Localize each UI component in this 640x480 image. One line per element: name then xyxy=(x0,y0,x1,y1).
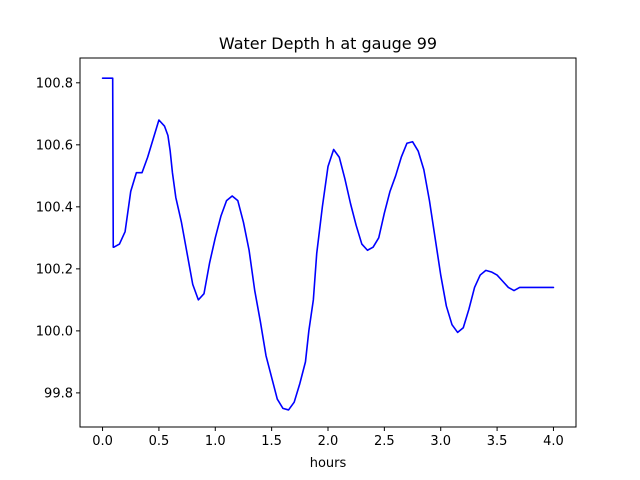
chart-title: Water Depth h at gauge 99 xyxy=(219,34,437,53)
y-tick-label: 100.2 xyxy=(36,262,73,277)
x-tick-label: 0.5 xyxy=(149,434,170,449)
y-axis: 99.8 100.0 100.2 100.4 100.6 100.8 xyxy=(36,76,80,401)
x-tick-label: 1.0 xyxy=(205,434,226,449)
y-tick-label: 100.4 xyxy=(36,200,73,215)
x-axis: 0.0 0.5 1.0 1.5 2.0 2.5 3.0 3.5 4.0 xyxy=(92,427,564,449)
x-tick-label: 1.5 xyxy=(261,434,282,449)
y-tick-label: 99.8 xyxy=(44,386,73,401)
x-tick-label: 3.5 xyxy=(487,434,508,449)
series-line-0 xyxy=(101,77,555,411)
series-layer xyxy=(101,77,555,411)
x-tick-label: 0.0 xyxy=(92,434,113,449)
y-tick-label: 100.8 xyxy=(36,76,73,91)
x-axis-label: hours xyxy=(310,456,347,471)
y-tick-label: 100.6 xyxy=(36,138,73,153)
x-tick-label: 2.0 xyxy=(318,434,339,449)
x-tick-label: 3.0 xyxy=(430,434,451,449)
y-tick-label: 100.0 xyxy=(36,324,73,339)
plot-area xyxy=(80,58,576,427)
x-tick-label: 2.5 xyxy=(374,434,395,449)
x-tick-label: 4.0 xyxy=(543,434,564,449)
